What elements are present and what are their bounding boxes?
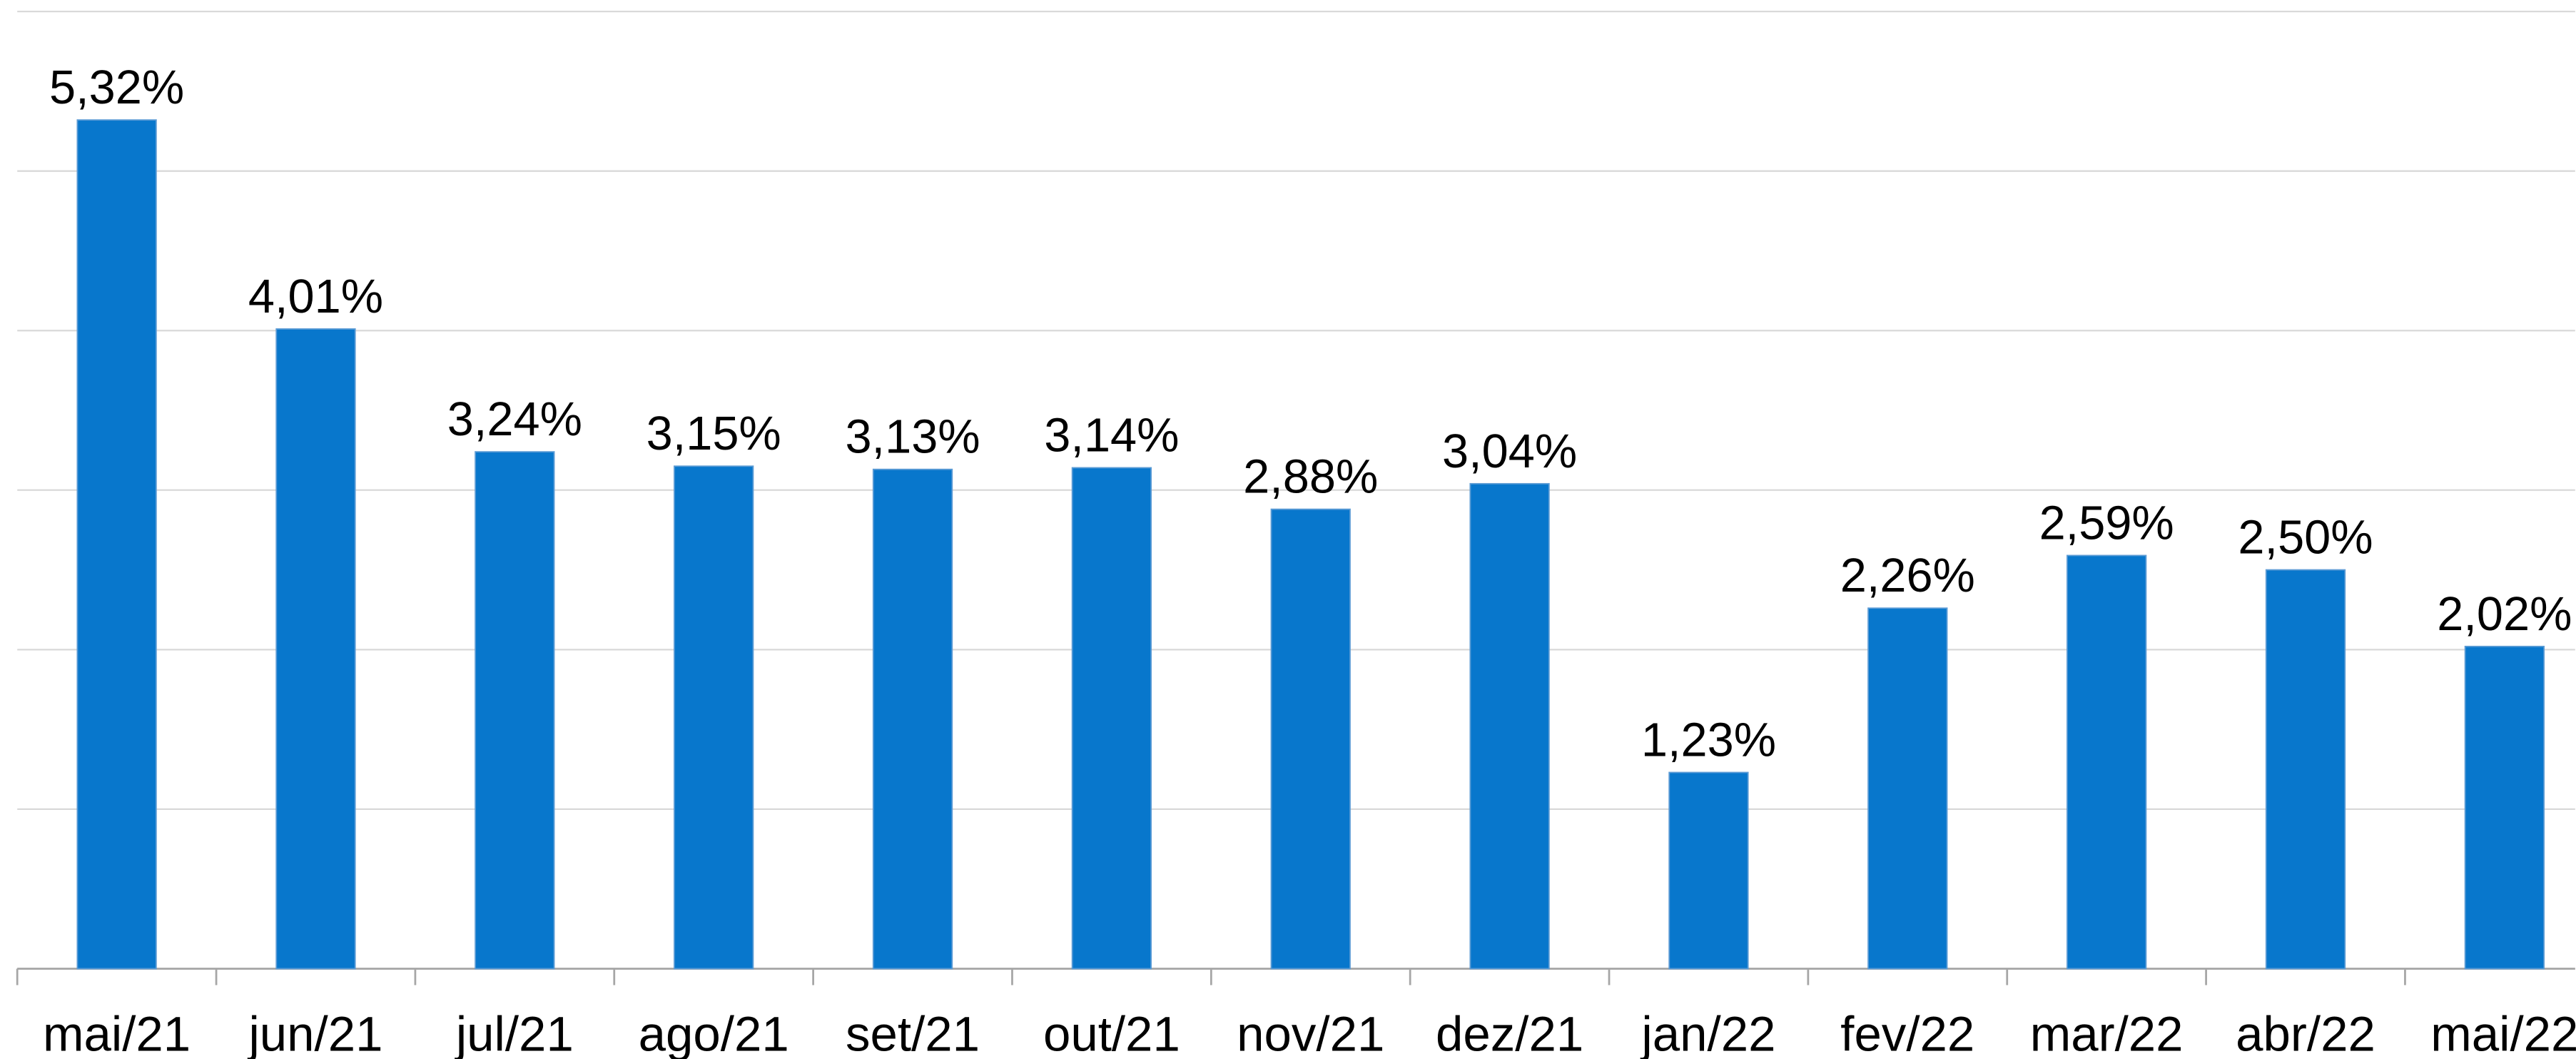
data-label: 5,32% — [49, 61, 184, 114]
bar — [2067, 554, 2147, 970]
data-label: 3,15% — [646, 407, 781, 460]
data-label: 3,14% — [1044, 409, 1179, 462]
x-tick-label: jun/21 — [247, 1006, 382, 1059]
data-label: 2,88% — [1243, 451, 1378, 504]
data-label: 3,04% — [1442, 425, 1577, 478]
x-tick-label: jan/22 — [1640, 1006, 1775, 1059]
x-tick-label: abr/22 — [2236, 1006, 2375, 1059]
bar — [1071, 467, 1152, 970]
data-label: 2,50% — [2238, 512, 2373, 564]
x-tick-label: mai/22 — [2430, 1006, 2576, 1059]
data-label: 2,59% — [2039, 497, 2174, 549]
bar — [1469, 482, 1550, 970]
bar — [475, 451, 555, 970]
bar — [275, 328, 356, 970]
x-tick-label: dez/21 — [1436, 1006, 1583, 1059]
bar — [1867, 607, 1948, 970]
x-tick-label: nov/21 — [1237, 1006, 1384, 1059]
data-label: 3,13% — [845, 411, 980, 464]
x-tick-label: ago/21 — [639, 1006, 789, 1059]
data-label: 2,02% — [2437, 588, 2572, 641]
data-label: 2,26% — [1840, 549, 1975, 602]
bar — [872, 468, 953, 970]
x-tick-label: out/21 — [1043, 1006, 1180, 1059]
x-tick-label: fev/22 — [1840, 1006, 1974, 1059]
bar — [2265, 569, 2346, 970]
bar — [2464, 645, 2545, 970]
x-tick-label: mar/22 — [2030, 1006, 2184, 1059]
x-tick-label: mai/21 — [43, 1006, 191, 1059]
x-tick-label: set/21 — [846, 1006, 980, 1059]
bar — [1668, 771, 1749, 970]
bar — [1270, 508, 1351, 970]
data-label: 4,01% — [248, 270, 383, 323]
x-tick-label: jul/21 — [455, 1006, 574, 1059]
data-label: 3,24% — [447, 393, 582, 446]
data-label: 1,23% — [1641, 714, 1776, 766]
bar — [674, 465, 754, 970]
bar — [76, 119, 157, 970]
